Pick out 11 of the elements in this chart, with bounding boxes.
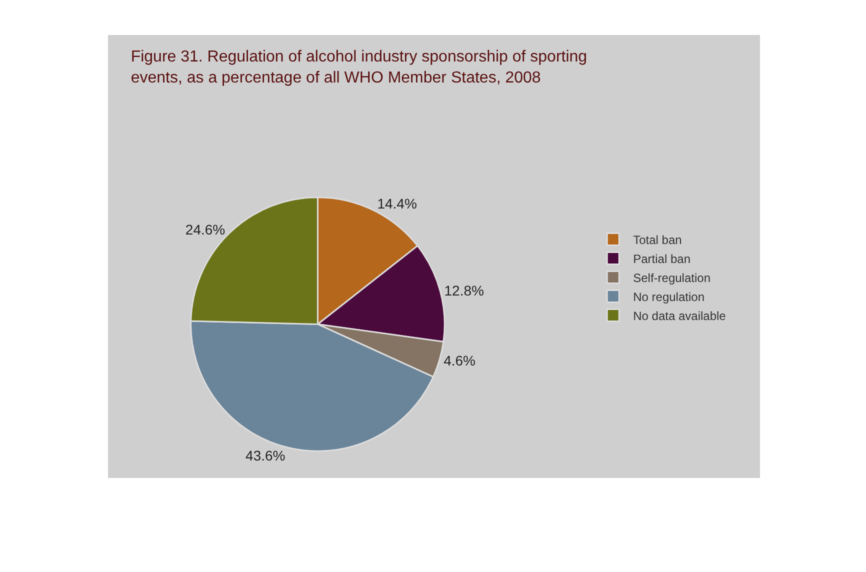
data-label: 43.6% xyxy=(246,448,286,464)
data-label: 12.8% xyxy=(444,282,484,299)
data-label: 24.6% xyxy=(185,221,226,238)
legend-label: Self-regulation xyxy=(633,270,711,285)
legend-label: No regulation xyxy=(633,290,705,304)
data-label: 14.4% xyxy=(377,196,417,212)
data-label: 4.6% xyxy=(444,352,476,368)
chart-title: Figure 31. Regulation of alcohol industry sponsorship of sporting events, as a percentage of all WHO Member States, 2008 xyxy=(130,48,588,86)
legend-label: No data available xyxy=(633,308,726,323)
legend-label: Partial ban xyxy=(633,252,690,266)
legend-label: Total ban xyxy=(633,232,682,247)
